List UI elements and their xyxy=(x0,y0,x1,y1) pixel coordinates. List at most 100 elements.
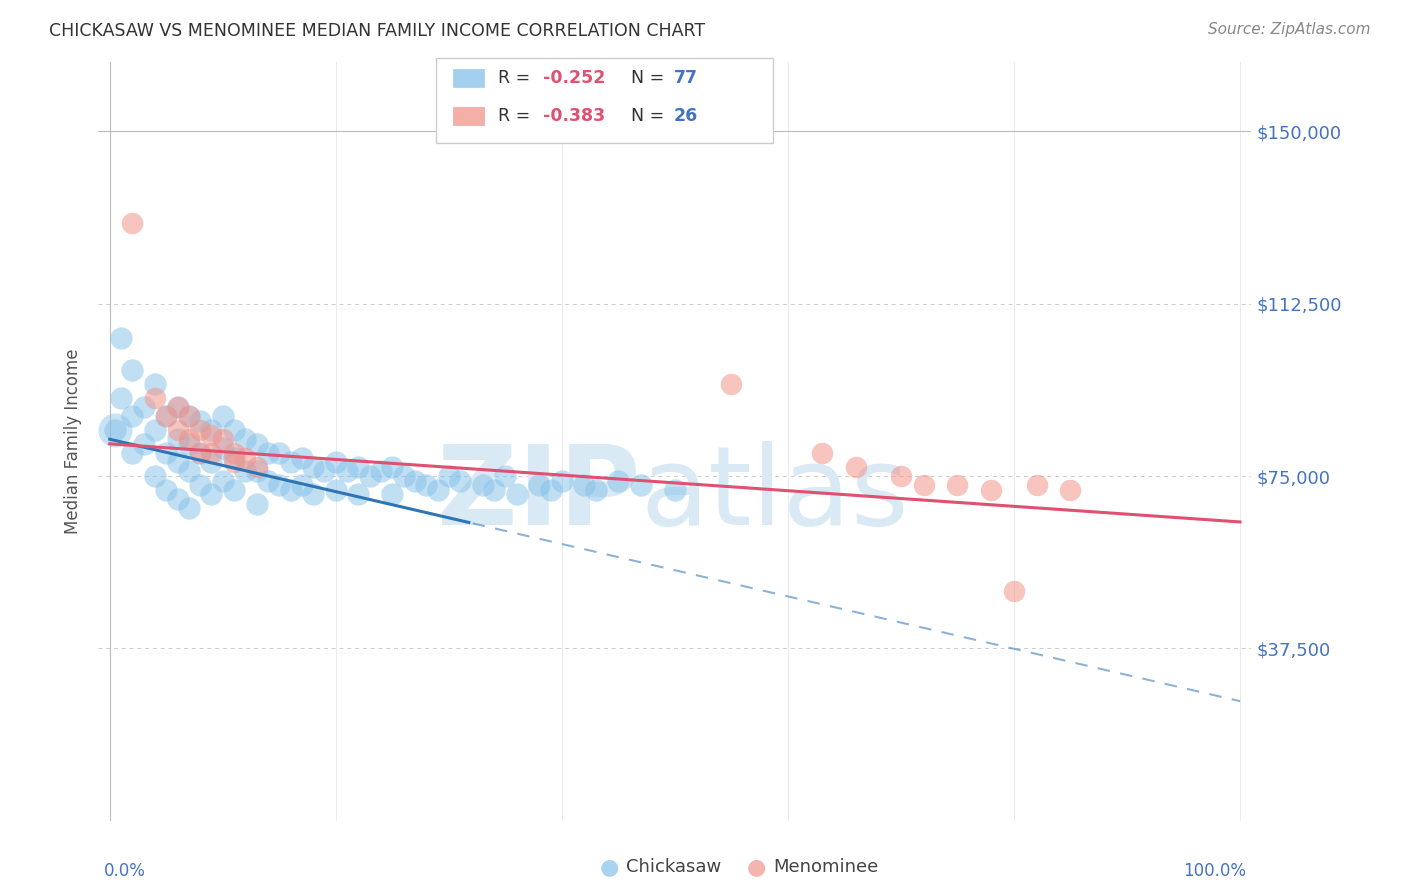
Point xyxy=(200,423,222,437)
Point xyxy=(890,469,912,483)
Point xyxy=(143,469,166,483)
Point xyxy=(166,491,188,506)
Text: -0.252: -0.252 xyxy=(543,69,605,87)
Point xyxy=(188,423,211,437)
Point xyxy=(143,391,166,405)
Point xyxy=(811,446,834,460)
Text: CHICKASAW VS MENOMINEE MEDIAN FAMILY INCOME CORRELATION CHART: CHICKASAW VS MENOMINEE MEDIAN FAMILY INC… xyxy=(49,22,706,40)
Point xyxy=(269,446,291,460)
Text: R =: R = xyxy=(498,107,536,125)
Point xyxy=(269,478,291,492)
Point xyxy=(166,400,188,414)
Point xyxy=(177,501,200,516)
Text: N =: N = xyxy=(631,69,671,87)
Point xyxy=(121,216,143,230)
Point xyxy=(235,450,257,465)
Point xyxy=(347,459,370,474)
Point xyxy=(359,469,381,483)
Point xyxy=(1025,478,1047,492)
Point xyxy=(246,464,269,478)
Point xyxy=(437,469,460,483)
Point xyxy=(720,377,742,392)
Text: 26: 26 xyxy=(673,107,697,125)
Point xyxy=(325,455,347,469)
Point xyxy=(845,459,868,474)
Point xyxy=(177,409,200,424)
Point xyxy=(494,469,516,483)
Point xyxy=(104,423,127,437)
Point xyxy=(347,487,370,501)
Point xyxy=(110,391,132,405)
Point xyxy=(166,432,188,446)
Point xyxy=(664,483,686,497)
Point xyxy=(257,446,280,460)
Point xyxy=(551,474,574,488)
Text: 0.0%: 0.0% xyxy=(104,862,146,880)
Point xyxy=(155,409,177,424)
Point xyxy=(211,409,233,424)
Text: ●: ● xyxy=(747,857,766,877)
Point xyxy=(104,423,127,437)
Point xyxy=(211,474,233,488)
Point xyxy=(143,423,166,437)
Point xyxy=(585,483,607,497)
Point xyxy=(166,423,188,437)
Point xyxy=(188,414,211,428)
Point xyxy=(235,464,257,478)
Point xyxy=(110,331,132,345)
Point xyxy=(574,478,596,492)
Point xyxy=(155,446,177,460)
Text: 100.0%: 100.0% xyxy=(1182,862,1246,880)
Point xyxy=(222,446,245,460)
Point xyxy=(246,497,269,511)
Point xyxy=(132,400,155,414)
Point xyxy=(607,474,630,488)
Point xyxy=(449,474,471,488)
Point xyxy=(222,423,245,437)
Point xyxy=(540,483,562,497)
Point xyxy=(980,483,1002,497)
Point xyxy=(121,409,143,424)
Point xyxy=(177,437,200,451)
Text: ●: ● xyxy=(599,857,619,877)
Point xyxy=(200,446,222,460)
Y-axis label: Median Family Income: Median Family Income xyxy=(65,349,83,534)
Text: 77: 77 xyxy=(673,69,697,87)
Point xyxy=(381,487,404,501)
Point xyxy=(505,487,527,501)
Point xyxy=(1002,583,1025,598)
Point xyxy=(188,446,211,460)
Point xyxy=(426,483,449,497)
Point xyxy=(392,469,415,483)
Point xyxy=(246,459,269,474)
Point xyxy=(291,450,314,465)
Point xyxy=(222,483,245,497)
Text: ZIP: ZIP xyxy=(437,442,640,548)
Point xyxy=(482,483,505,497)
Text: R =: R = xyxy=(498,69,536,87)
Point xyxy=(200,487,222,501)
Point xyxy=(188,446,211,460)
Point xyxy=(200,427,222,442)
Point xyxy=(121,446,143,460)
Point xyxy=(188,478,211,492)
Point xyxy=(415,478,437,492)
Point xyxy=(246,437,269,451)
Text: atlas: atlas xyxy=(640,442,908,548)
Point xyxy=(177,464,200,478)
Point xyxy=(336,464,359,478)
Point xyxy=(166,400,188,414)
Text: N =: N = xyxy=(631,107,671,125)
Point xyxy=(302,459,325,474)
Point xyxy=(211,432,233,446)
Text: Menominee: Menominee xyxy=(773,858,879,876)
Text: -0.383: -0.383 xyxy=(543,107,605,125)
Point xyxy=(280,455,302,469)
Point xyxy=(946,478,969,492)
Point xyxy=(381,459,404,474)
Point xyxy=(291,478,314,492)
Point xyxy=(235,432,257,446)
Point xyxy=(314,464,336,478)
Text: Source: ZipAtlas.com: Source: ZipAtlas.com xyxy=(1208,22,1371,37)
Point xyxy=(211,442,233,456)
